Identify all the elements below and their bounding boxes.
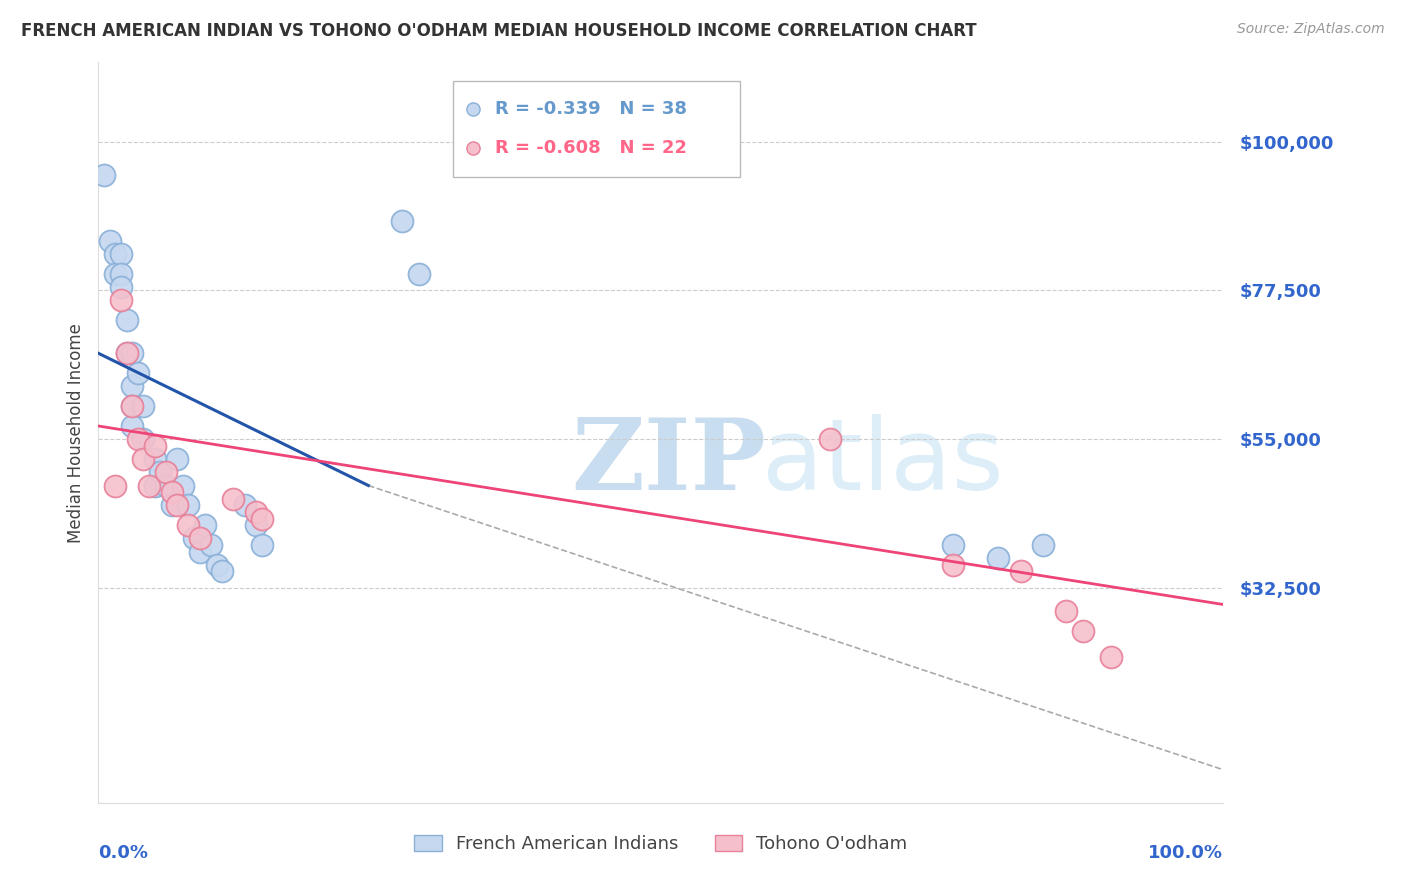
Point xyxy=(104,267,127,281)
Point xyxy=(461,796,484,810)
Y-axis label: Median Household Income: Median Household Income xyxy=(66,323,84,542)
Point xyxy=(1054,604,1077,618)
Point xyxy=(138,478,160,492)
Point xyxy=(188,544,211,558)
Point xyxy=(222,491,245,506)
Point xyxy=(132,432,155,446)
Text: R = -0.339   N = 38: R = -0.339 N = 38 xyxy=(495,100,688,118)
Text: 0.0%: 0.0% xyxy=(98,844,149,862)
Point xyxy=(115,313,138,327)
Point xyxy=(942,538,965,552)
Point xyxy=(132,399,155,413)
Point xyxy=(200,538,222,552)
Point xyxy=(177,499,200,513)
Point xyxy=(155,465,177,479)
Point xyxy=(166,499,188,513)
Point xyxy=(160,485,183,500)
Point xyxy=(205,558,228,572)
Point xyxy=(1032,538,1054,552)
Point xyxy=(121,379,143,393)
Point xyxy=(408,267,430,281)
Point xyxy=(93,168,115,182)
Point xyxy=(121,346,143,360)
Point xyxy=(245,518,267,533)
Text: R = -0.608   N = 22: R = -0.608 N = 22 xyxy=(495,138,688,157)
Point xyxy=(942,558,965,572)
Point xyxy=(183,532,205,546)
FancyBboxPatch shape xyxy=(453,81,740,178)
Point xyxy=(177,518,200,533)
Point xyxy=(987,551,1010,566)
Point xyxy=(188,532,211,546)
Point xyxy=(155,478,177,492)
Point xyxy=(194,518,217,533)
Point xyxy=(1010,565,1032,579)
Point xyxy=(115,346,138,360)
Point xyxy=(143,439,166,453)
Text: 100.0%: 100.0% xyxy=(1149,844,1223,862)
Text: atlas: atlas xyxy=(762,414,1004,511)
Point xyxy=(149,465,172,479)
Point xyxy=(160,499,183,513)
Point xyxy=(110,293,132,308)
Legend: French American Indians, Tohono O'odham: French American Indians, Tohono O'odham xyxy=(408,828,914,861)
Point xyxy=(211,565,233,579)
Point xyxy=(127,432,149,446)
Point xyxy=(110,280,132,294)
Point xyxy=(121,399,143,413)
Point xyxy=(121,419,143,434)
Point xyxy=(233,499,256,513)
Point xyxy=(166,452,188,467)
Point xyxy=(172,478,194,492)
Point xyxy=(391,214,413,228)
Point xyxy=(818,432,841,446)
Text: FRENCH AMERICAN INDIAN VS TOHONO O'ODHAM MEDIAN HOUSEHOLD INCOME CORRELATION CHA: FRENCH AMERICAN INDIAN VS TOHONO O'ODHAM… xyxy=(21,22,977,40)
Point xyxy=(250,538,273,552)
Point xyxy=(104,478,127,492)
Text: ZIP: ZIP xyxy=(571,414,766,511)
Point xyxy=(121,399,143,413)
Point xyxy=(132,452,155,467)
Point xyxy=(245,505,267,519)
Point xyxy=(461,796,484,810)
Point xyxy=(250,511,273,525)
Point xyxy=(127,366,149,380)
Point xyxy=(115,346,138,360)
Point xyxy=(1099,650,1122,665)
Point xyxy=(143,478,166,492)
Point xyxy=(143,452,166,467)
Text: Source: ZipAtlas.com: Source: ZipAtlas.com xyxy=(1237,22,1385,37)
Point xyxy=(104,247,127,261)
Point xyxy=(110,247,132,261)
Point xyxy=(1071,624,1094,638)
Point xyxy=(110,267,132,281)
Point xyxy=(98,234,121,248)
